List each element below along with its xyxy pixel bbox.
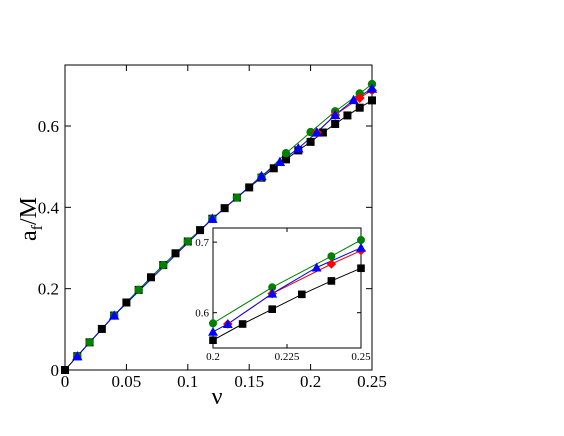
y-axis-title-sub: f [29, 224, 46, 230]
main-y-tick-label: 0.4 [38, 198, 60, 217]
inset-point-circle [357, 236, 365, 244]
inset-point-square [298, 290, 306, 299]
main-point-circle [85, 338, 94, 347]
inset-point-triangle [208, 326, 218, 336]
inset-point-square [209, 336, 217, 345]
main-x-tick-label: 0.05 [112, 372, 142, 391]
main-x-tick-label: 0.25 [357, 372, 387, 391]
main-point-triangle [274, 156, 286, 166]
inset-y-tick-label: 0.7 [195, 237, 209, 249]
main-point-circle [183, 237, 192, 246]
main-point-square [318, 128, 327, 137]
main-point-square [146, 273, 155, 282]
main-point-square [343, 111, 352, 120]
inset-point-triangle [311, 262, 322, 272]
main-y-tick-label: 0.2 [38, 280, 59, 299]
main-point-square [97, 324, 106, 333]
inset-plot-frame [212, 227, 362, 349]
main-point-triangle [108, 310, 120, 320]
main-x-tick-label: 0.2 [300, 372, 321, 391]
main-point-square [245, 183, 254, 192]
main-point-square [122, 298, 131, 307]
main-point-triangle [207, 213, 218, 223]
inset-y-tick-label: 0.6 [195, 308, 209, 320]
main-point-diamond [354, 92, 365, 103]
inset-point-circle [268, 283, 277, 292]
main-point-triangle [366, 83, 378, 93]
main-point-triangle [329, 109, 341, 120]
main-point-triangle [293, 143, 304, 153]
main-point-square [331, 119, 340, 128]
inset-point-triangle [267, 288, 278, 298]
inset-point-circle [327, 252, 336, 261]
x-axis-title: ν [212, 384, 223, 410]
main-point-circle [232, 193, 242, 202]
main-point-square [306, 137, 315, 146]
inset-series-line-square [212, 267, 362, 341]
inset-point-square [238, 320, 247, 328]
main-point-triangle [72, 350, 83, 361]
inset-point-circle [209, 319, 217, 328]
y-axis-title-main: a [16, 230, 42, 241]
inset-series-line-circle [212, 239, 362, 324]
inset-point-triangle [356, 242, 366, 252]
main-point-circle [159, 260, 168, 270]
main-x-tick-label: 0.1 [177, 372, 198, 391]
inset-point-square [357, 264, 365, 273]
main-point-square [196, 226, 205, 235]
main-point-triangle [311, 127, 322, 137]
inset-point-triangle [222, 319, 233, 328]
main-point-square [355, 103, 364, 112]
inset-plot: 0.2 0.225 0.25 0.6 0.7 [195, 227, 371, 363]
inset-x-tick-label: 0.25 [351, 351, 371, 363]
main-x-tick-label: 0.15 [234, 372, 264, 391]
main-point-circle [134, 285, 143, 295]
main-y-tick-label: 0.6 [38, 117, 59, 136]
main-x-tick-label: 0 [61, 372, 70, 391]
main-point-square [282, 155, 291, 164]
main-point-square [171, 249, 180, 258]
main-point-triangle [348, 94, 359, 105]
y-axis-title: af/M [16, 197, 46, 241]
main-point-circle [281, 149, 291, 158]
main-point-triangle [256, 170, 267, 181]
main-point-square [61, 366, 69, 374]
y-axis-title-tail: /M [16, 197, 42, 225]
inset-point-square [327, 277, 336, 285]
inset-point-square [268, 305, 276, 313]
inset-x-tick-label: 0.225 [275, 351, 300, 363]
main-point-square [269, 164, 278, 173]
main-y-tick-label: 0 [51, 361, 60, 380]
main-point-square [368, 96, 376, 105]
main-point-circle [306, 127, 315, 137]
main-point-square [220, 204, 229, 213]
inset-x-tick-label: 0.2 [206, 351, 220, 363]
inset-point-diamond [326, 259, 337, 269]
